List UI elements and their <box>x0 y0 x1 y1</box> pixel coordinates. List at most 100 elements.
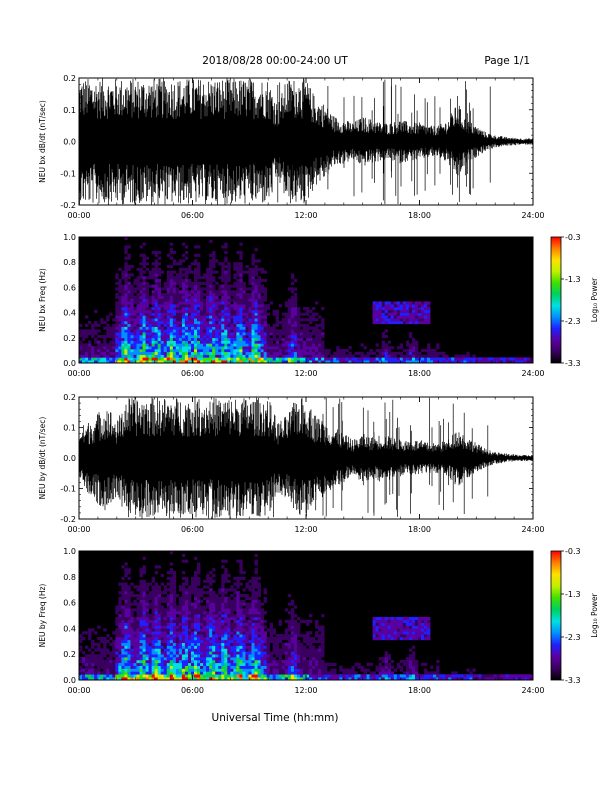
heatmap-cell <box>221 588 225 592</box>
heatmap-cell <box>299 329 304 333</box>
heatmap-cell <box>121 628 125 632</box>
heatmap-cell <box>160 628 165 632</box>
heatmap-cell <box>242 634 246 638</box>
heatmap-cell <box>212 332 216 336</box>
heatmap-cell <box>378 360 382 364</box>
heatmap-cell <box>115 293 119 297</box>
heatmap-cell <box>242 323 246 327</box>
heatmap-cell <box>82 659 86 664</box>
heatmap-cell <box>206 634 210 638</box>
heatmap-cell <box>396 312 401 316</box>
heatmap-cell <box>184 625 189 629</box>
heatmap-cell <box>130 307 134 311</box>
heatmap-cell <box>200 281 204 285</box>
heatmap-cell <box>254 284 258 288</box>
heatmap-cell <box>218 315 222 319</box>
heatmap-cell <box>414 318 419 322</box>
heatmap-cell <box>233 351 237 355</box>
heatmap-cell <box>85 677 89 681</box>
heatmap-cell <box>200 674 204 678</box>
heatmap-cell <box>157 654 162 658</box>
heatmap-cell <box>151 622 155 626</box>
heatmap-cell <box>257 340 261 344</box>
heatmap-cell <box>399 360 404 364</box>
heatmap-cell <box>315 349 319 353</box>
heatmap-cell <box>148 337 152 341</box>
heatmap-cell <box>178 631 183 635</box>
heatmap-cell <box>408 332 413 336</box>
heatmap-cell <box>224 245 228 249</box>
heatmap-cell <box>160 337 165 341</box>
heatmap-cell <box>236 304 240 308</box>
heatmap-cell <box>260 307 264 311</box>
heatmap-cell <box>200 642 204 646</box>
heatmap-cell <box>194 298 198 302</box>
heatmap-cell <box>278 337 283 341</box>
heatmap-cell <box>257 628 261 632</box>
heatmap-cell <box>145 611 149 615</box>
heatmap-cell <box>263 321 267 325</box>
heatmap-cell <box>312 668 316 672</box>
heatmap-cell <box>124 270 128 274</box>
heatmap-cell <box>145 671 149 675</box>
heatmap-cell <box>260 267 264 271</box>
heatmap-cell <box>187 326 192 330</box>
heatmap-cell <box>200 293 204 297</box>
heatmap-cell <box>254 677 258 681</box>
heatmap-cell <box>293 315 298 319</box>
heatmap-cell <box>236 596 240 601</box>
heatmap-cell <box>115 312 119 316</box>
heatmap-cell <box>245 622 249 626</box>
heatmap-cell <box>200 662 204 666</box>
heatmap-cell <box>194 671 198 675</box>
heatmap-cell <box>136 298 140 302</box>
heatmap-cell <box>142 357 146 361</box>
heatmap-cell <box>306 307 310 311</box>
heatmap-cell <box>197 284 201 288</box>
heatmap-cell <box>221 634 225 638</box>
heatmap-cell <box>239 677 243 681</box>
heatmap-cell <box>299 662 304 666</box>
heatmap-cell <box>172 287 177 291</box>
heatmap-cell <box>151 304 155 308</box>
heatmap-cell <box>115 351 119 355</box>
heatmap-cell <box>103 671 107 675</box>
colorbar-label: Log₁₀ Power <box>590 277 599 322</box>
heatmap-cell <box>187 307 192 311</box>
heatmap-cell <box>242 665 246 669</box>
heatmap-cell <box>254 642 258 646</box>
heatmap-cell <box>130 290 134 294</box>
heatmap-cell <box>200 625 204 629</box>
heatmap-cell <box>94 671 98 675</box>
heatmap-cell <box>169 674 174 678</box>
heatmap-cell <box>299 335 304 339</box>
heatmap-cell <box>263 326 267 330</box>
heatmap-cell <box>430 351 434 355</box>
heatmap-cell <box>417 304 422 308</box>
heatmap-cell <box>190 295 195 299</box>
heatmap-cell <box>172 662 177 666</box>
heatmap-cell <box>206 645 210 649</box>
heatmap-cell <box>187 284 192 288</box>
heatmap-cell <box>306 329 310 333</box>
heatmap-cell <box>130 665 134 669</box>
heatmap-cell <box>163 346 168 350</box>
heatmap-cell <box>290 276 295 280</box>
heatmap-cell <box>103 668 107 672</box>
heatmap-cell <box>293 625 298 629</box>
heatmap-cell <box>160 346 165 350</box>
heatmap-cell <box>236 340 240 344</box>
heatmap-cell <box>257 654 261 658</box>
heatmap-cell <box>145 267 149 271</box>
heatmap-cell <box>318 349 322 353</box>
heatmap-cell <box>142 645 146 649</box>
heatmap-cell <box>284 351 289 355</box>
heatmap-cell <box>287 340 292 344</box>
heatmap-cell <box>187 323 192 327</box>
heatmap-cell <box>421 354 425 358</box>
heatmap-cell <box>384 360 389 364</box>
heatmap-cell <box>209 337 213 341</box>
heatmap-cell <box>218 262 222 266</box>
heatmap-cell <box>390 304 395 308</box>
